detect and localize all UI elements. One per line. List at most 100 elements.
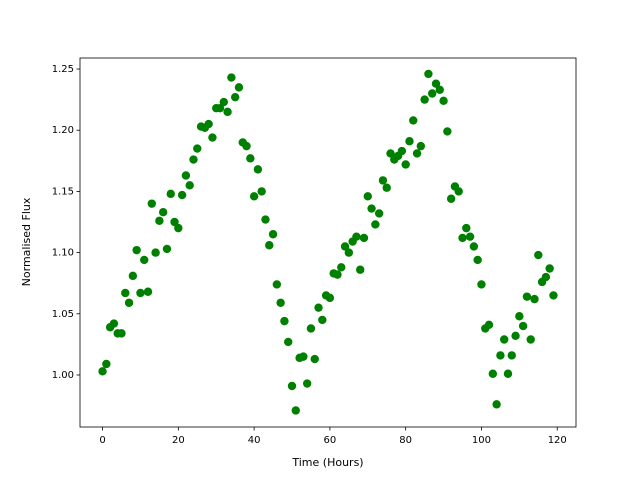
plot-frame (79, 57, 577, 428)
point (409, 116, 418, 125)
point (337, 263, 346, 272)
point (462, 223, 471, 233)
point (185, 181, 194, 190)
point (117, 329, 126, 338)
point (170, 217, 179, 227)
point (428, 89, 437, 98)
y-axis-label: Normalised Flux (20, 197, 33, 286)
point (545, 264, 554, 273)
point (454, 187, 463, 196)
point (530, 294, 539, 304)
point (325, 293, 335, 303)
point (177, 190, 187, 200)
point (378, 176, 388, 185)
point (181, 171, 191, 180)
point (458, 233, 467, 243)
point (147, 199, 157, 208)
point (469, 242, 479, 251)
point (420, 95, 429, 104)
point (499, 335, 509, 344)
point (443, 127, 452, 136)
x-tick-label: 40 (248, 435, 261, 446)
point (446, 194, 456, 203)
point (340, 242, 350, 251)
point (488, 369, 498, 378)
point (371, 220, 380, 229)
point (124, 298, 134, 307)
point (272, 280, 282, 289)
point (215, 103, 225, 113)
point (522, 292, 532, 301)
point (121, 288, 130, 298)
point (223, 107, 232, 117)
point (518, 321, 528, 331)
x-tick-label: 60 (324, 435, 337, 446)
point (541, 272, 551, 282)
point (253, 165, 263, 174)
point (492, 400, 501, 409)
point (424, 69, 433, 79)
point (189, 155, 198, 164)
x-tick-label: 0 (99, 435, 105, 446)
point (503, 369, 513, 378)
point (496, 351, 505, 360)
point (333, 270, 342, 279)
point (439, 96, 448, 106)
point (412, 149, 422, 158)
y-tick-label: 1.15 (52, 186, 74, 197)
point (356, 265, 365, 274)
point (234, 83, 244, 92)
point (306, 324, 316, 333)
point (246, 154, 255, 163)
point (526, 335, 535, 344)
point (268, 230, 278, 239)
point (166, 189, 175, 199)
y-tick-label: 1.05 (52, 309, 74, 320)
point (382, 183, 391, 192)
x-axis-label: Time (Hours) (291, 456, 363, 469)
point (363, 192, 372, 201)
point (102, 359, 111, 369)
point (208, 133, 217, 142)
point (242, 141, 251, 151)
point (397, 146, 407, 156)
point (318, 315, 327, 325)
point (344, 248, 354, 257)
point (367, 204, 376, 213)
y-tick-label: 1.25 (52, 64, 74, 75)
point (136, 288, 145, 298)
x-tick-label: 100 (472, 435, 491, 446)
point (359, 233, 369, 243)
point (162, 244, 172, 254)
point (128, 271, 138, 281)
point (484, 320, 494, 330)
x-tick-label: 120 (548, 435, 567, 446)
point (132, 245, 141, 255)
point (276, 298, 285, 307)
point (302, 379, 312, 388)
y-tick-label: 1.00 (52, 370, 74, 381)
point (227, 73, 236, 82)
point (204, 119, 213, 129)
point (299, 352, 308, 361)
y-tick-label: 1.10 (52, 248, 74, 259)
point (280, 316, 289, 326)
x-tick-label: 20 (172, 435, 185, 446)
point (515, 312, 524, 321)
point (287, 381, 297, 391)
point (98, 367, 107, 376)
point (230, 92, 240, 102)
y-tick-label: 1.20 (52, 125, 74, 136)
point (549, 291, 558, 300)
point (386, 149, 395, 158)
point (465, 232, 475, 241)
point (143, 287, 153, 296)
point (219, 97, 228, 107)
point (174, 223, 183, 233)
point (249, 192, 259, 201)
point (193, 144, 202, 153)
point (314, 303, 323, 312)
point (151, 248, 160, 257)
point (477, 280, 486, 289)
